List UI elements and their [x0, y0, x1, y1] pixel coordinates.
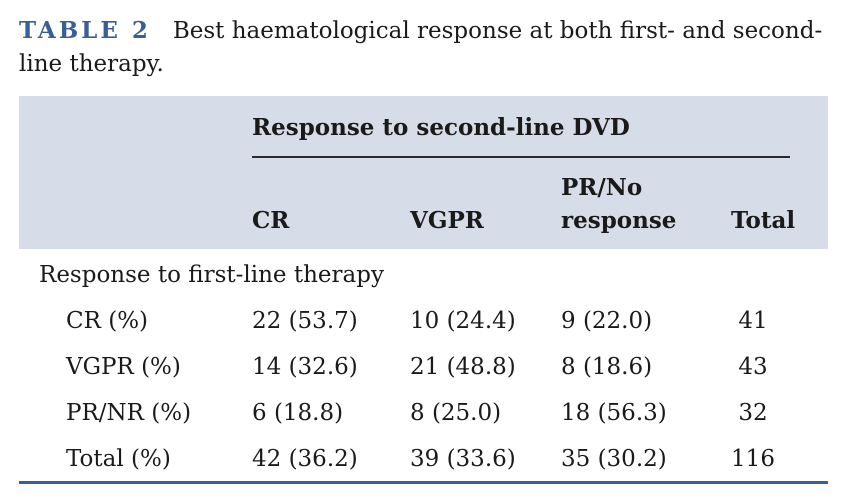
cell-total: 41: [738, 308, 768, 334]
column-header-total: Total: [731, 207, 796, 234]
row-label: PR/NR (%): [66, 400, 192, 426]
cell-total: 43: [738, 354, 768, 380]
cell-cr: 14 (32.6): [252, 354, 358, 380]
cell-pr: 35 (30.2): [561, 446, 667, 472]
cell-vgpr: 21 (48.8): [410, 354, 516, 380]
cell-cr: 42 (36.2): [252, 446, 358, 472]
table-bottom-rule: [19, 481, 828, 484]
cell-cr: 6 (18.8): [252, 400, 344, 426]
column-header-pr-line1: PR/No: [561, 174, 643, 201]
spanning-header-rule: [252, 156, 790, 158]
row-label: VGPR (%): [66, 354, 181, 380]
cell-pr: 18 (56.3): [561, 400, 667, 426]
caption-text: Best haematological response at both fir…: [19, 18, 823, 77]
cell-cr: 22 (53.7): [252, 308, 358, 334]
column-header-vgpr: VGPR: [410, 207, 484, 234]
cell-total: 32: [738, 400, 768, 426]
cell-vgpr: 8 (25.0): [410, 400, 502, 426]
column-header-cr: CR: [252, 207, 290, 234]
table-caption: TABLE 2 Best haematological response at b…: [19, 14, 834, 81]
row-group-label: Response to first-line therapy: [39, 262, 384, 288]
cell-pr: 9 (22.0): [561, 308, 653, 334]
table-header-band: [19, 96, 828, 249]
cell-pr: 8 (18.6): [561, 354, 653, 380]
row-label: Total (%): [66, 446, 171, 472]
spanning-header: Response to second-line DVD: [252, 114, 630, 141]
column-header-pr-line2: response: [561, 207, 677, 234]
table-label: TABLE 2: [19, 17, 151, 44]
cell-vgpr: 39 (33.6): [410, 446, 516, 472]
row-label: CR (%): [66, 308, 149, 334]
cell-total: 116: [731, 446, 775, 472]
cell-vgpr: 10 (24.4): [410, 308, 516, 334]
